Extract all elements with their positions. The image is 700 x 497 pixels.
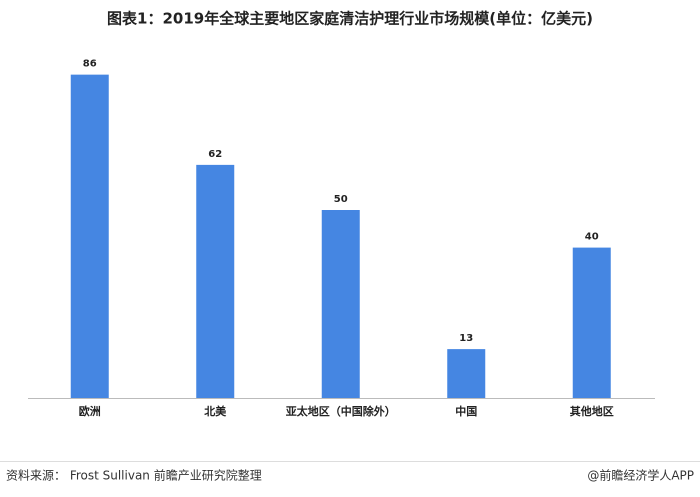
chart-title: 图表1：2019年全球主要地区家庭清洁护理行业市场规模(单位：亿美元) (107, 10, 593, 28)
value-label: 40 (585, 232, 599, 243)
credit: @前瞻经济学人APP (587, 468, 694, 483)
bar (447, 349, 486, 398)
x-tick-label: 北美 (204, 404, 227, 418)
value-label: 62 (208, 149, 222, 160)
bar (196, 164, 235, 398)
x-tick-label: 亚太地区（中国除外） (286, 404, 396, 418)
x-tick-label: 中国 (455, 404, 477, 418)
value-label: 13 (459, 333, 473, 344)
value-label: 50 (334, 194, 348, 205)
x-tick-label: 其他地区 (570, 404, 614, 418)
bar (321, 210, 360, 398)
bar (70, 74, 109, 398)
x-tick-label: 欧洲 (79, 404, 101, 418)
bar (572, 247, 611, 398)
source-note: 资料来源： Frost Sullivan 前瞻产业研究院整理 (6, 468, 262, 483)
value-label: 86 (83, 59, 97, 70)
